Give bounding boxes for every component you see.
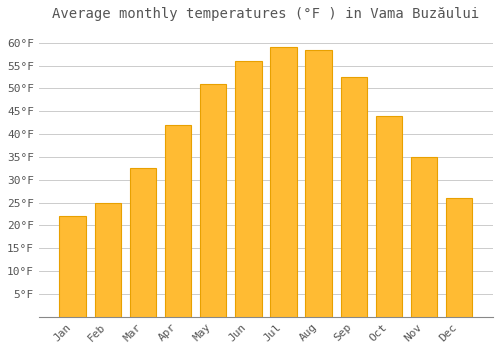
- Bar: [60, 216, 86, 317]
- Bar: [270, 47, 296, 317]
- Bar: [130, 168, 156, 317]
- Bar: [306, 50, 332, 317]
- Bar: [165, 125, 191, 317]
- Bar: [200, 84, 226, 317]
- Bar: [411, 157, 438, 317]
- Bar: [340, 77, 367, 317]
- Bar: [446, 198, 472, 317]
- Bar: [94, 203, 121, 317]
- Bar: [235, 61, 262, 317]
- Bar: [376, 116, 402, 317]
- Title: Average monthly temperatures (°F ) in Vama Buzăului: Average monthly temperatures (°F ) in Va…: [52, 7, 480, 21]
